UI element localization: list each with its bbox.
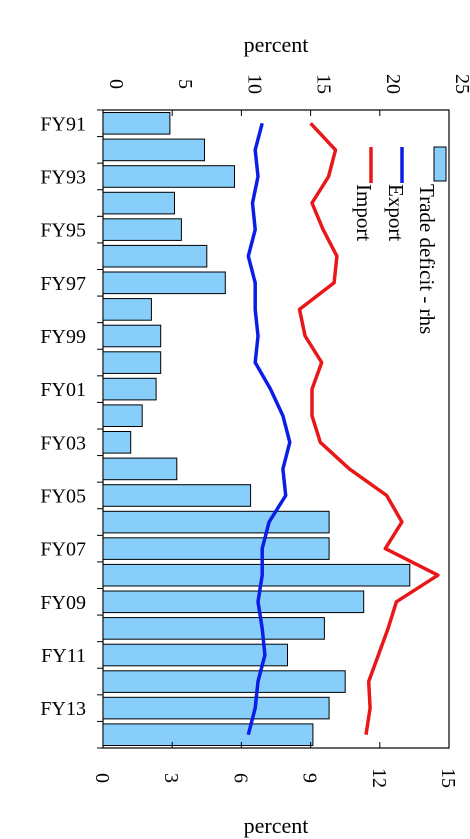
left-axis-tick-label: 10	[243, 74, 265, 94]
bar-FY94	[102, 191, 175, 215]
right-axis-tick-label: 0	[91, 773, 113, 783]
bar-FY98	[102, 298, 152, 321]
left-axis-tick-label: 20	[382, 74, 404, 94]
chart-plot-area: FY91 FY93 FY95 FY97 FY99 FY01 FY03 FY05 FY07 FY09…	[40, 74, 470, 788]
export-line	[246, 122, 292, 736]
bar-FY08	[102, 563, 411, 587]
category-label-FY05: FY05	[40, 486, 86, 508]
category-label-FY01: FY01	[40, 379, 86, 401]
category-label-FY11: FY11	[41, 645, 86, 667]
bar-FY07	[102, 537, 330, 560]
bar-FY03	[102, 431, 132, 454]
bar-FY05	[102, 484, 252, 507]
right-axis-tick-label: 6	[229, 773, 251, 783]
bar-FY11	[102, 643, 288, 667]
bar-FY01	[102, 377, 157, 401]
right-axis-tick-label: 12	[368, 768, 390, 788]
category-label-FY97: FY97	[40, 273, 86, 295]
legend-label-trade-deficit: Trade deficit - rhs	[415, 184, 439, 334]
bar-FY96	[102, 244, 208, 268]
bar-FY91	[102, 112, 171, 135]
bar-FY00	[102, 351, 162, 374]
legend-label-export: Export	[384, 184, 408, 241]
bar-FY97	[102, 271, 226, 295]
category-label-FY13: FY13	[40, 698, 86, 720]
category-label-FY99: FY99	[40, 326, 86, 348]
legend-label-import: Import	[352, 184, 376, 241]
bar-FY06	[102, 510, 330, 534]
category-label-FY93: FY93	[40, 167, 86, 189]
bar-FY02	[102, 404, 143, 427]
bar-FY09	[102, 590, 365, 614]
left-axis-tick-label: 5	[174, 79, 196, 89]
right-axis-tick-label: 3	[160, 773, 182, 783]
bar-FY99	[102, 324, 162, 348]
bar-FY14	[102, 723, 314, 747]
trade-deficit-bars	[102, 112, 411, 747]
category-axis: FY91 FY93 FY95 FY97 FY99 FY01 FY03 FY05 FY07 FY09…	[40, 109, 103, 749]
left-axis-tick-label: 0	[105, 79, 127, 89]
category-label-FY03: FY03	[40, 432, 86, 454]
left-axis-title: percent	[244, 32, 309, 57]
category-label-FY95: FY95	[40, 220, 86, 242]
category-label-FY91: FY91	[40, 113, 86, 135]
left-axis-tick-label: 15	[313, 74, 335, 94]
import-line	[297, 122, 440, 735]
bar-FY12	[102, 670, 346, 693]
bar-FY13	[102, 696, 330, 720]
legend: Trade deficit - rhs Export Import	[352, 146, 447, 334]
left-axis: 0 5 10 15 20 25	[102, 74, 470, 116]
right-axis-title: percent	[244, 813, 309, 838]
bar-FY92	[102, 138, 205, 162]
category-label-FY09: FY09	[40, 592, 86, 614]
right-axis-tick-label: 9	[299, 773, 321, 783]
right-axis: 0 3 6 9 12 15	[91, 742, 459, 788]
category-label-FY07: FY07	[40, 539, 86, 561]
series-lines	[246, 122, 440, 736]
left-axis-tick-label: 25	[451, 74, 470, 94]
legend-swatch-trade-deficit	[433, 146, 447, 182]
bar-FY10	[102, 617, 325, 640]
bar-FY04	[102, 457, 178, 481]
bar-FY95	[102, 218, 182, 241]
bar-FY93	[102, 165, 235, 188]
right-axis-tick-label: 15	[437, 768, 459, 788]
